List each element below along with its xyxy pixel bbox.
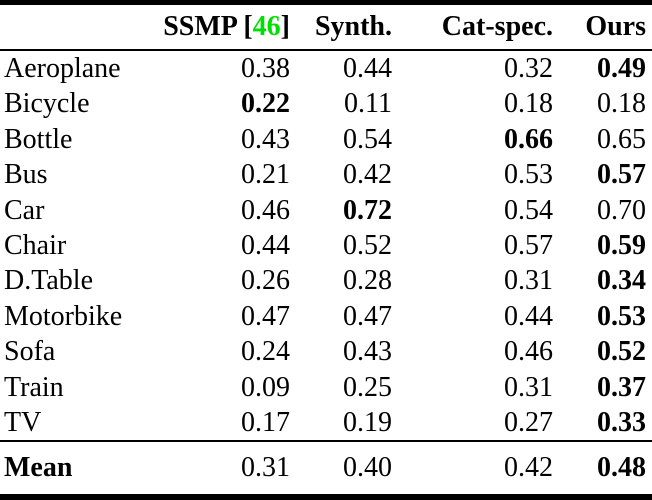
table-row-chair: Chair 0.44 0.52 0.57 0.59 (0, 228, 652, 263)
row-label: Train (4, 371, 64, 403)
table-cell: 0.46 (504, 336, 553, 368)
table-cell: 0.47 (241, 300, 290, 332)
table-cell: 0.72 (343, 194, 392, 226)
citation-link-46[interactable]: 46 (252, 11, 281, 42)
table-cell: 0.18 (504, 88, 553, 120)
table-cell: 0.31 (504, 265, 553, 297)
table-cell: 0.22 (241, 88, 290, 120)
header-corner-cell (0, 5, 150, 51)
table-cell: 0.26 (241, 265, 290, 297)
row-label: Bicycle (4, 88, 90, 120)
table-cell: 0.37 (597, 371, 646, 403)
table-cell: 0.57 (504, 230, 553, 262)
table-cell: 0.54 (343, 123, 392, 155)
table-cell: 0.57 (597, 159, 646, 191)
row-label: TV (4, 407, 42, 439)
table-row-tv: TV 0.17 0.19 0.27 0.33 (0, 405, 652, 441)
mean-row: Mean 0.31 0.40 0.42 0.48 (0, 440, 652, 495)
row-label: Aeroplane (4, 53, 121, 84)
header-col-ours: Ours (553, 5, 652, 51)
table-cell: 0.25 (343, 371, 392, 403)
table-cell: 0.48 (553, 440, 652, 495)
table-row-sofa: Sofa 0.24 0.43 0.46 0.52 (0, 334, 652, 369)
table-cell: 0.70 (597, 194, 646, 226)
table-cell: 0.28 (343, 265, 392, 297)
table-row-aeroplane: Aeroplane 0.38 0.44 0.32 0.49 (0, 50, 652, 86)
table-cell: 0.24 (241, 336, 290, 368)
table-cell: 0.44 (343, 53, 392, 84)
header-col-synth: Synth. (290, 5, 392, 51)
table-cell: 0.31 (504, 371, 553, 403)
table-cell: 0.21 (241, 159, 290, 191)
table-cell: 0.47 (343, 300, 392, 332)
header-ssmp-suffix: ] (280, 11, 290, 42)
table-row-train: Train 0.09 0.25 0.31 0.37 (0, 370, 652, 405)
table-cell: 0.44 (504, 300, 553, 332)
row-label: Bus (4, 159, 48, 191)
table-cell: 0.09 (241, 371, 290, 403)
row-label: Car (4, 194, 45, 226)
mean-label: Mean (0, 440, 150, 495)
row-label: Motorbike (4, 300, 123, 332)
header-col-ssmp: SSMP [46] (150, 5, 290, 51)
table-cell: 0.38 (241, 53, 290, 84)
table-cell: 0.53 (504, 159, 553, 191)
row-label: Bottle (4, 123, 73, 155)
table-cell: 0.52 (343, 230, 392, 262)
results-table-grid: SSMP [46] Synth. Cat-spec. Ours Aeroplan… (0, 5, 652, 495)
table-cell: 0.40 (290, 440, 392, 495)
table-cell: 0.31 (150, 440, 290, 495)
table-cell: 0.46 (241, 194, 290, 226)
row-label: D.Table (4, 265, 94, 297)
table-cell: 0.49 (597, 53, 646, 84)
table-cell: 0.54 (504, 194, 553, 226)
table-cell: 0.33 (597, 407, 646, 439)
table-cell: 0.42 (392, 440, 553, 495)
table-cell: 0.44 (241, 230, 290, 262)
table-cell: 0.32 (504, 53, 553, 84)
table-cell: 0.66 (504, 123, 553, 155)
table-cell: 0.11 (344, 88, 392, 120)
header-col-catspec: Cat-spec. (392, 5, 553, 51)
table-cell: 0.19 (343, 407, 392, 439)
table-cell: 0.43 (343, 336, 392, 368)
table-cell: 0.52 (597, 336, 646, 368)
table-cell: 0.53 (597, 300, 646, 332)
table-cell: 0.65 (597, 123, 646, 155)
table-row-car: Car 0.46 0.72 0.54 0.70 (0, 193, 652, 228)
table-cell: 0.17 (241, 407, 290, 439)
row-label: Chair (4, 230, 67, 262)
row-label: Sofa (4, 336, 56, 368)
table-row-bottle: Bottle 0.43 0.54 0.66 0.65 (0, 122, 652, 157)
header-row: SSMP [46] Synth. Cat-spec. Ours (0, 5, 652, 51)
table-cell: 0.42 (343, 159, 392, 191)
header-ssmp-prefix: SSMP [ (163, 11, 253, 42)
table-cell: 0.43 (241, 123, 290, 155)
table-cell: 0.18 (597, 88, 646, 120)
table-row-motorbike: Motorbike 0.47 0.47 0.44 0.53 (0, 299, 652, 334)
table-cell: 0.34 (597, 265, 646, 297)
table-cell: 0.59 (597, 230, 646, 262)
table-row-dtable: D.Table 0.26 0.28 0.31 0.34 (0, 263, 652, 298)
table-row-bus: Bus 0.21 0.42 0.53 0.57 (0, 157, 652, 192)
table-cell: 0.27 (504, 407, 553, 439)
table-row-bicycle: Bicycle 0.22 0.11 0.18 0.18 (0, 86, 652, 121)
